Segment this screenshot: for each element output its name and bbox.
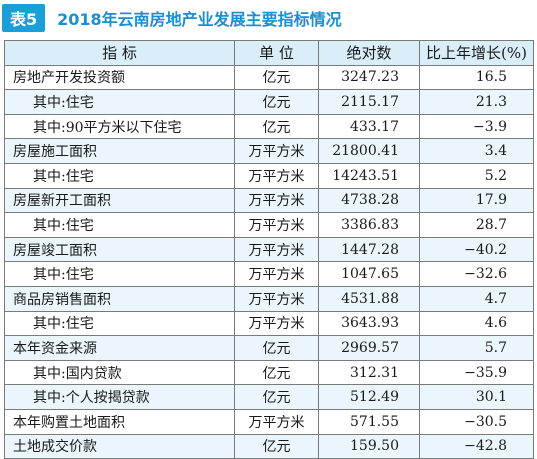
table-row: 房屋施工面积 万平方米 21800.41 3.4 bbox=[4, 138, 534, 164]
title-bar: 表5 2018年云南房地产业发展主要指标情况 bbox=[0, 0, 537, 36]
unit-cell: 万平方米 bbox=[234, 285, 319, 312]
absolute-value-cell: 159.50 bbox=[318, 433, 420, 459]
unit-cell: 亿元 bbox=[234, 384, 319, 410]
growth-cell: 4.6 bbox=[419, 310, 534, 337]
table-row: 本年购置土地面积 万平方米 571.55 −30.5 bbox=[4, 408, 534, 435]
table-title: 2018年云南房地产业发展主要指标情况 bbox=[57, 10, 342, 29]
table-row: 其中:住宅 万平方米 3386.83 28.7 bbox=[4, 212, 534, 238]
indicator-cell: 其中:住宅 bbox=[4, 162, 235, 189]
indicator-cell: 商品房销售面积 bbox=[4, 285, 235, 312]
growth-cell: −35.9 bbox=[419, 359, 534, 386]
table-row: 房地产开发投资额 亿元 3247.23 16.5 bbox=[4, 64, 534, 91]
growth-cell: −42.8 bbox=[419, 433, 534, 459]
growth-cell: 30.1 bbox=[419, 384, 534, 410]
indicator-cell: 房屋新开工面积 bbox=[4, 187, 235, 214]
table-row: 其中:个人按揭贷款 亿元 512.49 30.1 bbox=[4, 384, 534, 410]
unit-cell: 亿元 bbox=[234, 335, 319, 361]
indicator-cell: 其中:住宅 bbox=[4, 261, 235, 287]
table-row: 商品房销售面积 万平方米 4531.88 4.7 bbox=[4, 285, 534, 312]
growth-cell: 4.7 bbox=[419, 285, 534, 312]
absolute-value-cell: 1047.65 bbox=[318, 261, 420, 287]
indicator-cell: 房屋竣工面积 bbox=[4, 236, 235, 263]
absolute-value-cell: 21800.41 bbox=[318, 138, 420, 164]
absolute-value-cell: 433.17 bbox=[318, 113, 420, 140]
growth-cell: −32.6 bbox=[419, 261, 534, 287]
absolute-value-cell: 4531.88 bbox=[318, 285, 420, 312]
growth-cell: 17.9 bbox=[419, 187, 534, 214]
absolute-value-cell: 3386.83 bbox=[318, 212, 420, 238]
table-row: 其中:住宅 万平方米 1047.65 −32.6 bbox=[4, 261, 534, 287]
absolute-value-cell: 571.55 bbox=[318, 408, 420, 435]
indicator-cell: 房地产开发投资额 bbox=[4, 64, 235, 91]
absolute-value-cell: 1447.28 bbox=[318, 236, 420, 263]
growth-cell: −40.2 bbox=[419, 236, 534, 263]
indicator-cell: 其中:个人按揭贷款 bbox=[4, 384, 235, 410]
growth-cell: 28.7 bbox=[419, 212, 534, 238]
unit-cell: 亿元 bbox=[234, 64, 319, 91]
table-row: 房屋竣工面积 万平方米 1447.28 −40.2 bbox=[4, 236, 534, 263]
indicator-cell: 其中:住宅 bbox=[4, 89, 235, 115]
unit-cell: 万平方米 bbox=[234, 261, 319, 287]
unit-cell: 亿元 bbox=[234, 359, 319, 386]
table-row: 土地成交价款 亿元 159.50 −42.8 bbox=[4, 433, 534, 459]
unit-cell: 万平方米 bbox=[234, 212, 319, 238]
column-header-indicator: 指 标 bbox=[4, 40, 235, 66]
growth-cell: 3.4 bbox=[419, 138, 534, 164]
growth-cell: −30.5 bbox=[419, 408, 534, 435]
table-row: 其中:住宅 万平方米 14243.51 5.2 bbox=[4, 162, 534, 189]
table-row: 其中:国内贷款 亿元 312.31 −35.9 bbox=[4, 359, 534, 386]
table-row: 其中:住宅 亿元 2115.17 21.3 bbox=[4, 89, 534, 115]
growth-cell: 21.3 bbox=[419, 89, 534, 115]
indicator-cell: 其中:90平方米以下住宅 bbox=[4, 113, 235, 140]
growth-cell: −3.9 bbox=[419, 113, 534, 140]
absolute-value-cell: 3247.23 bbox=[318, 64, 420, 91]
indicator-cell: 房屋施工面积 bbox=[4, 138, 235, 164]
absolute-value-cell: 512.49 bbox=[318, 384, 420, 410]
indicator-cell: 其中:国内贷款 bbox=[4, 359, 235, 386]
absolute-value-cell: 2115.17 bbox=[318, 89, 420, 115]
table-row: 其中:住宅 万平方米 3643.93 4.6 bbox=[4, 310, 534, 337]
unit-cell: 亿元 bbox=[234, 113, 319, 140]
indicator-table: 指 标 单 位 绝对数 比上年增长(%) 房地产开发投资额 亿元 3247.23 16… bbox=[4, 40, 534, 459]
table-row: 其中:90平方米以下住宅 亿元 433.17 −3.9 bbox=[4, 113, 534, 140]
unit-cell: 万平方米 bbox=[234, 236, 319, 263]
absolute-value-cell: 14243.51 bbox=[318, 162, 420, 189]
growth-cell: 5.2 bbox=[419, 162, 534, 189]
absolute-value-cell: 2969.57 bbox=[318, 335, 420, 361]
table-row: 本年资金来源 亿元 2969.57 5.7 bbox=[4, 335, 534, 361]
indicator-cell: 其中:住宅 bbox=[4, 310, 235, 337]
table-number-badge: 表5 bbox=[2, 4, 46, 32]
unit-cell: 万平方米 bbox=[234, 162, 319, 189]
absolute-value-cell: 4738.28 bbox=[318, 187, 420, 214]
column-header-growth: 比上年增长(%) bbox=[419, 40, 534, 66]
unit-cell: 万平方米 bbox=[234, 408, 319, 435]
growth-cell: 5.7 bbox=[419, 335, 534, 361]
growth-cell: 16.5 bbox=[419, 64, 534, 91]
indicator-cell: 本年购置土地面积 bbox=[4, 408, 235, 435]
unit-cell: 万平方米 bbox=[234, 138, 319, 164]
indicator-cell: 本年资金来源 bbox=[4, 335, 235, 361]
indicator-cell: 其中:住宅 bbox=[4, 212, 235, 238]
header-row: 指 标 单 位 绝对数 比上年增长(%) bbox=[4, 40, 534, 66]
absolute-value-cell: 312.31 bbox=[318, 359, 420, 386]
column-header-unit: 单 位 bbox=[234, 40, 319, 66]
unit-cell: 亿元 bbox=[234, 433, 319, 459]
unit-cell: 万平方米 bbox=[234, 187, 319, 214]
absolute-value-cell: 3643.93 bbox=[318, 310, 420, 337]
column-header-absolute: 绝对数 bbox=[318, 40, 420, 66]
unit-cell: 万平方米 bbox=[234, 310, 319, 337]
unit-cell: 亿元 bbox=[234, 89, 319, 115]
table-row: 房屋新开工面积 万平方米 4738.28 17.9 bbox=[4, 187, 534, 214]
indicator-cell: 土地成交价款 bbox=[4, 433, 235, 459]
